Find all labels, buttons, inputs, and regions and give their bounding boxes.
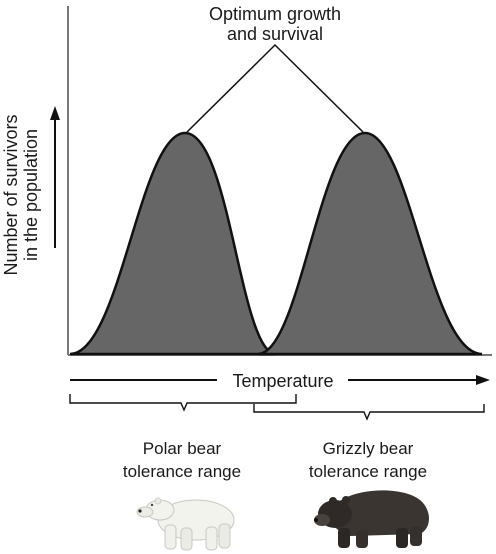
temperature-arrow [70, 375, 490, 385]
polar-bear-image [136, 497, 235, 551]
grizzly-bear-range-label-line2: tolerance range [309, 462, 427, 481]
polar-bear-curve [69, 131, 277, 356]
grizzly-bear-image [314, 490, 429, 548]
polar-bear-range-label-line1: Polar bear [143, 439, 222, 458]
grizzly-bear-range-label-line1: Grizzly bear [323, 439, 414, 458]
optimum-label-line2: and survival [227, 24, 323, 44]
x-axis-label: Temperature [232, 371, 333, 391]
optimum-pointer-lines [186, 43, 364, 133]
polar-bear-bracket [69, 394, 297, 412]
polar-bear-range-label-line2: tolerance range [123, 462, 241, 481]
y-axis-arrow [50, 106, 60, 248]
grizzly-bear-bracket [253, 404, 485, 421]
optimum-label-line1: Optimum growth [209, 4, 341, 24]
y-axis-label: Number of survivors in the population [1, 114, 41, 275]
y-axis-label-line2: in the population [21, 129, 41, 261]
grizzly-bear-curve [257, 131, 483, 356]
y-axis-label-line1: Number of survivors [1, 114, 21, 275]
